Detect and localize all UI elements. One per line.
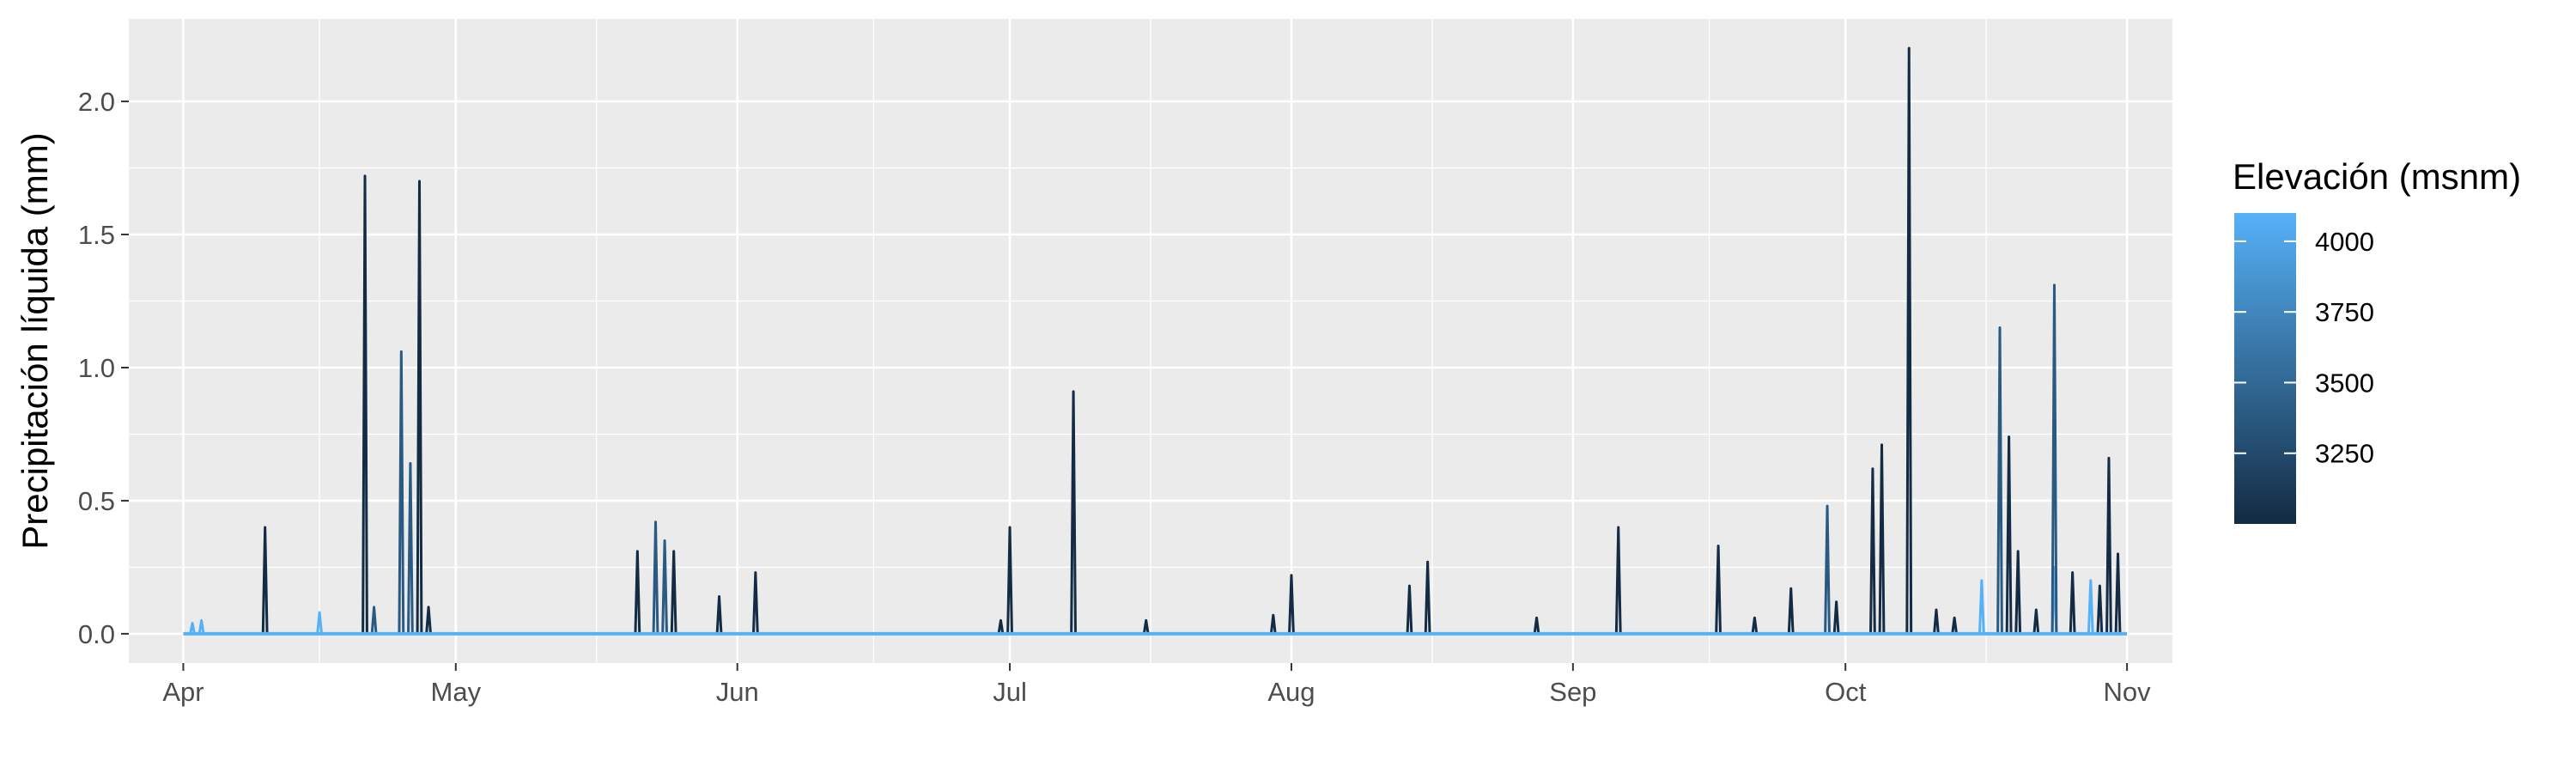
precip-peak-point <box>672 550 675 553</box>
series-4100 <box>189 565 2094 635</box>
precip-peak-point <box>1008 526 1012 529</box>
precip-peak-point <box>264 526 266 529</box>
precip-peak-point <box>418 180 421 183</box>
precip-peak-point <box>1980 579 1984 582</box>
precip-peak-point <box>2008 435 2010 438</box>
precip-peak-point <box>427 606 430 609</box>
precip-peak-point <box>1408 584 1411 587</box>
precip-peak-point <box>663 539 666 542</box>
precip-peak-point <box>400 350 403 353</box>
precip-peak-point <box>1617 526 1619 529</box>
precip-peak-point <box>1935 608 1938 612</box>
precip-peak-point <box>2016 550 2020 553</box>
x-tick-label: Oct <box>1825 677 1867 707</box>
x-tick-label: Jul <box>993 677 1027 707</box>
precip-peak-point <box>2099 584 2101 587</box>
y-tick-label: 1.5 <box>78 220 115 250</box>
y-axis-title: Precipitación líquida (mm) <box>15 132 55 550</box>
legend-ticks: 3250 3500 3750 4000 <box>2234 227 2374 469</box>
x-axis: Apr May Jun Jul Aug Sep Oct Nov <box>162 663 2151 707</box>
precip-peak-point <box>1753 617 1756 619</box>
legend-tick-label: 4000 <box>2315 227 2374 257</box>
precip-peak-point <box>2117 552 2119 556</box>
x-tick-label: Apr <box>162 677 204 707</box>
legend-colorbar <box>2234 213 2296 524</box>
precip-peak-point <box>1272 614 1275 617</box>
x-tick-label: Aug <box>1267 677 1315 707</box>
legend-title: Elevación (msnm) <box>2233 156 2521 197</box>
x-tick-label: May <box>431 677 482 707</box>
grid-minor <box>129 19 2172 663</box>
series-3400 <box>370 283 2058 635</box>
legend-tick-label: 3500 <box>2315 368 2374 398</box>
precip-peak-point <box>1426 561 1429 563</box>
precip-peak-point <box>1145 619 1147 622</box>
precip-peak-point <box>654 520 657 523</box>
precip-peak-point <box>409 462 412 465</box>
y-tick-label: 0.0 <box>78 619 115 649</box>
precip-peak-point <box>1789 587 1792 590</box>
precip-peak-point <box>2107 457 2111 460</box>
precip-peak-point <box>2071 571 2074 574</box>
x-tick-label: Jun <box>716 677 759 707</box>
y-tick-label: 2.0 <box>78 87 115 117</box>
precip-peak-point <box>754 571 757 574</box>
y-axis: 0.0 0.5 1.0 1.5 2.0 <box>78 87 129 649</box>
y-tick-label: 1.0 <box>78 353 115 383</box>
precip-peak-point <box>373 606 375 609</box>
series-layer <box>183 46 2128 636</box>
precip-peak-point <box>999 619 1002 622</box>
precip-peak-point <box>191 622 194 624</box>
precip-peak-point <box>1908 46 1911 50</box>
precip-peak-point <box>363 174 367 178</box>
precip-peak-point <box>1826 504 1829 508</box>
precip-peak-point <box>718 595 720 598</box>
y-tick-label: 0.5 <box>78 486 115 516</box>
precip-peak-point <box>1535 617 1538 619</box>
precip-peak-point <box>1716 545 1720 547</box>
legend: Elevación (msnm) 3250 3500 3750 4000 <box>2233 156 2521 524</box>
precip-peak-point <box>1290 574 1293 576</box>
precip-peak-point <box>2089 579 2092 582</box>
precip-peak-point <box>636 550 639 553</box>
series-3000 <box>261 46 2122 635</box>
precip-peak-point <box>1072 390 1075 393</box>
precip-peak-point <box>318 611 321 614</box>
precip-peak-point <box>200 619 203 622</box>
precip-peak-point <box>2035 608 2038 612</box>
precip-peak-point <box>1880 443 1883 447</box>
precip-peak-point <box>2053 283 2056 287</box>
precip-peak-point <box>1835 600 1838 603</box>
x-tick-label: Nov <box>2104 677 2152 707</box>
precip-peak-point <box>1953 617 1956 619</box>
x-tick-label: Sep <box>1549 677 1596 707</box>
precip-peak-point <box>1871 467 1874 470</box>
precip-peak-point <box>1998 326 2002 329</box>
legend-tick-label: 3750 <box>2315 297 2374 327</box>
legend-tick-label: 3250 <box>2315 439 2374 469</box>
